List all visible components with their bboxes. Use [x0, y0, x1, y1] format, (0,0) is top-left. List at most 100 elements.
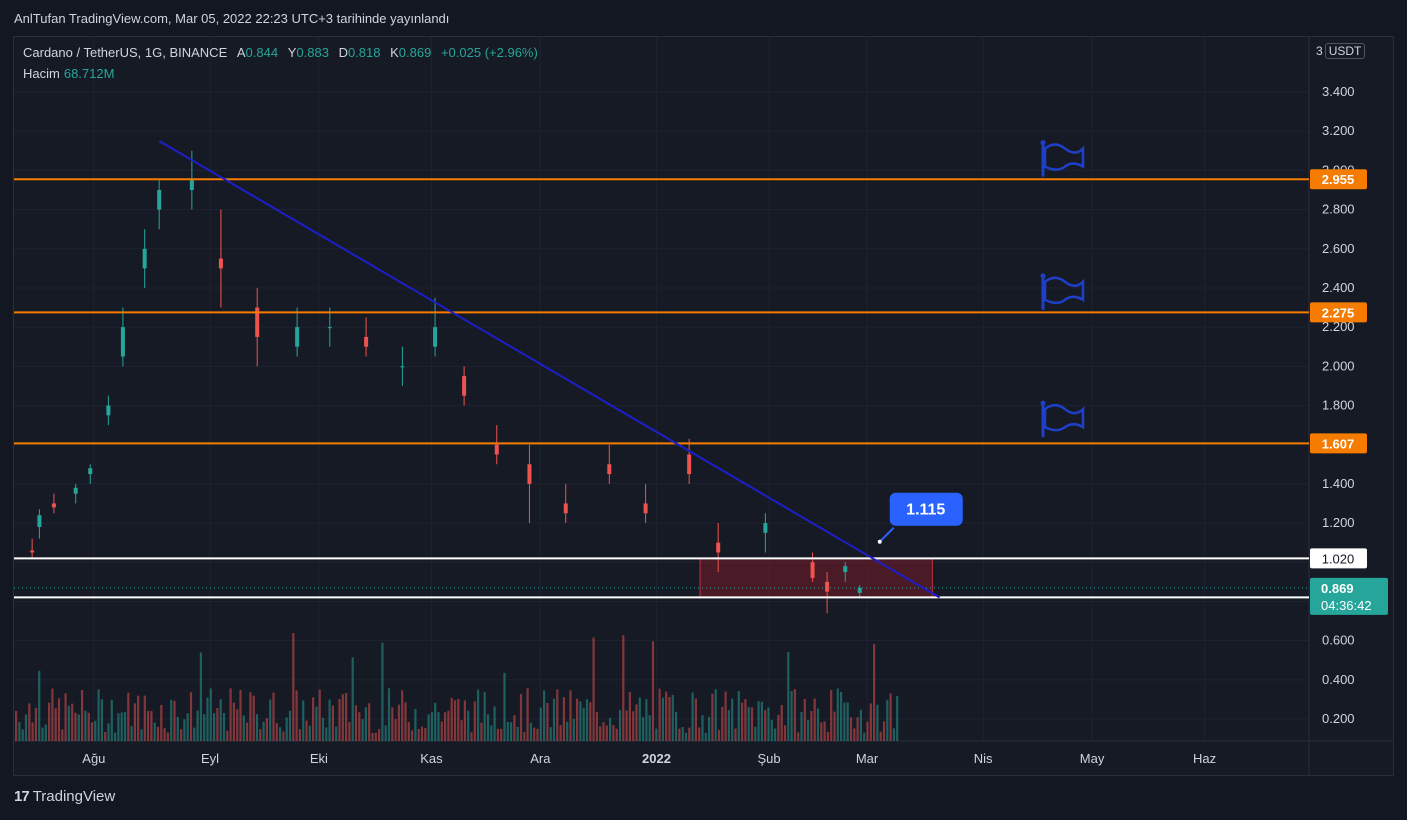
- candle-body: [73, 487, 78, 494]
- volume-bar: [473, 701, 476, 741]
- volume-bar: [143, 695, 146, 741]
- volume-bar: [298, 729, 301, 741]
- volume-bar: [282, 731, 285, 741]
- volume-bar: [615, 728, 618, 741]
- y-tick-label: 1.200: [1322, 515, 1355, 530]
- volume-bar: [470, 732, 473, 741]
- low-label: D: [338, 45, 348, 60]
- volume-bar: [229, 688, 232, 741]
- publish-header: AnlTufan TradingView.com, Mar 05, 2022 2…: [0, 0, 1407, 36]
- y-tick-label: 2.200: [1322, 319, 1355, 334]
- callout-pointer: [879, 527, 895, 543]
- volume-bar: [61, 729, 64, 741]
- candle-body: [462, 376, 467, 396]
- volume-bar: [341, 694, 344, 741]
- volume-bar: [183, 719, 186, 741]
- volume-bar: [820, 722, 823, 741]
- level-price-tag: [1310, 548, 1367, 569]
- volume-bar: [38, 670, 41, 741]
- volume-bar: [104, 731, 107, 741]
- volume-bar: [635, 704, 638, 741]
- volume-bar: [592, 637, 595, 741]
- callout-label: 1.115: [906, 502, 945, 519]
- volume-bar: [430, 712, 433, 741]
- volume-bar: [315, 706, 318, 741]
- volume-bar: [34, 707, 37, 741]
- volume-bar: [777, 714, 780, 741]
- symbol-legend[interactable]: Cardano / TetherUS, 1G, BINANCE A0.844 Y…: [23, 45, 538, 60]
- level-price-label: 2.275: [1322, 305, 1355, 320]
- volume-bar: [440, 721, 443, 741]
- volume-bar: [453, 700, 457, 741]
- volume-bar: [543, 690, 546, 741]
- volume-bar: [97, 689, 100, 741]
- level-price-tag: [1310, 433, 1367, 454]
- volume-bar: [127, 692, 130, 741]
- flag-cloth: [1043, 143, 1085, 171]
- volume-bar: [800, 711, 803, 741]
- level-price-label: 2.955: [1322, 172, 1355, 187]
- volume-bar: [823, 721, 826, 741]
- volume-bar: [833, 711, 836, 741]
- close-label: K: [390, 45, 399, 60]
- volume-bar: [863, 732, 866, 741]
- volume-bar: [153, 722, 156, 741]
- candle-body: [218, 258, 223, 269]
- flag-cloth: [1043, 276, 1085, 305]
- volume-bar: [232, 702, 235, 741]
- volume-bar: [764, 710, 767, 741]
- volume-bar: [81, 690, 84, 741]
- candle-body: [643, 503, 648, 514]
- y-tick-label: 1.800: [1322, 398, 1355, 413]
- last-price-tag: [1310, 577, 1388, 615]
- volume-bar: [741, 702, 744, 741]
- volume-bar: [744, 699, 747, 741]
- volume-bar: [500, 728, 503, 741]
- volume-bar: [189, 692, 193, 741]
- volume-bar: [48, 702, 51, 741]
- volume-bar: [721, 706, 724, 741]
- volume-bar: [384, 725, 387, 741]
- volume-bar: [612, 725, 615, 741]
- footer-brand[interactable]: 17 TradingView: [14, 788, 115, 805]
- volume-bar: [552, 698, 556, 741]
- currency-label[interactable]: USDT: [1324, 43, 1366, 59]
- volume-bar: [853, 728, 856, 741]
- volume-bar: [368, 703, 371, 741]
- volume-bar: [77, 714, 80, 741]
- symbol-name[interactable]: Cardano / TetherUS, 1G, BINANCE: [23, 45, 228, 60]
- volume-bar: [41, 727, 44, 741]
- volume-bar: [625, 710, 628, 741]
- volume-bar: [361, 719, 364, 741]
- volume-bar: [94, 720, 97, 741]
- y-tick-label: 2.000: [1322, 358, 1355, 373]
- volume-bar: [704, 732, 707, 741]
- volume-bar: [196, 710, 199, 741]
- volume-bar: [750, 707, 754, 741]
- volume-bar: [450, 697, 453, 741]
- volume-bar: [622, 635, 625, 741]
- volume-bar: [675, 711, 678, 741]
- volume-bar: [275, 722, 278, 741]
- volume-bar: [510, 722, 513, 741]
- volume-bar: [351, 657, 354, 741]
- candle-body: [327, 327, 332, 329]
- volume-bar: [345, 693, 348, 741]
- candle-body: [843, 566, 848, 573]
- volume-bar: [467, 710, 470, 741]
- currency-selector[interactable]: 3 USDT: [1316, 43, 1366, 59]
- volume-bar: [787, 651, 790, 741]
- volume-bar: [562, 697, 565, 741]
- volume-bar: [262, 721, 265, 741]
- volume-bar: [576, 698, 579, 741]
- volume-bar: [378, 729, 381, 741]
- candle-body: [295, 327, 300, 347]
- volume-legend[interactable]: Hacim 68.712M: [23, 66, 114, 81]
- volume-bar: [790, 691, 793, 741]
- candle-body: [189, 180, 194, 190]
- volume-bar: [463, 700, 466, 741]
- volume-bar: [123, 711, 127, 741]
- level-price-tag: [1310, 302, 1367, 323]
- volume-bar: [539, 707, 542, 741]
